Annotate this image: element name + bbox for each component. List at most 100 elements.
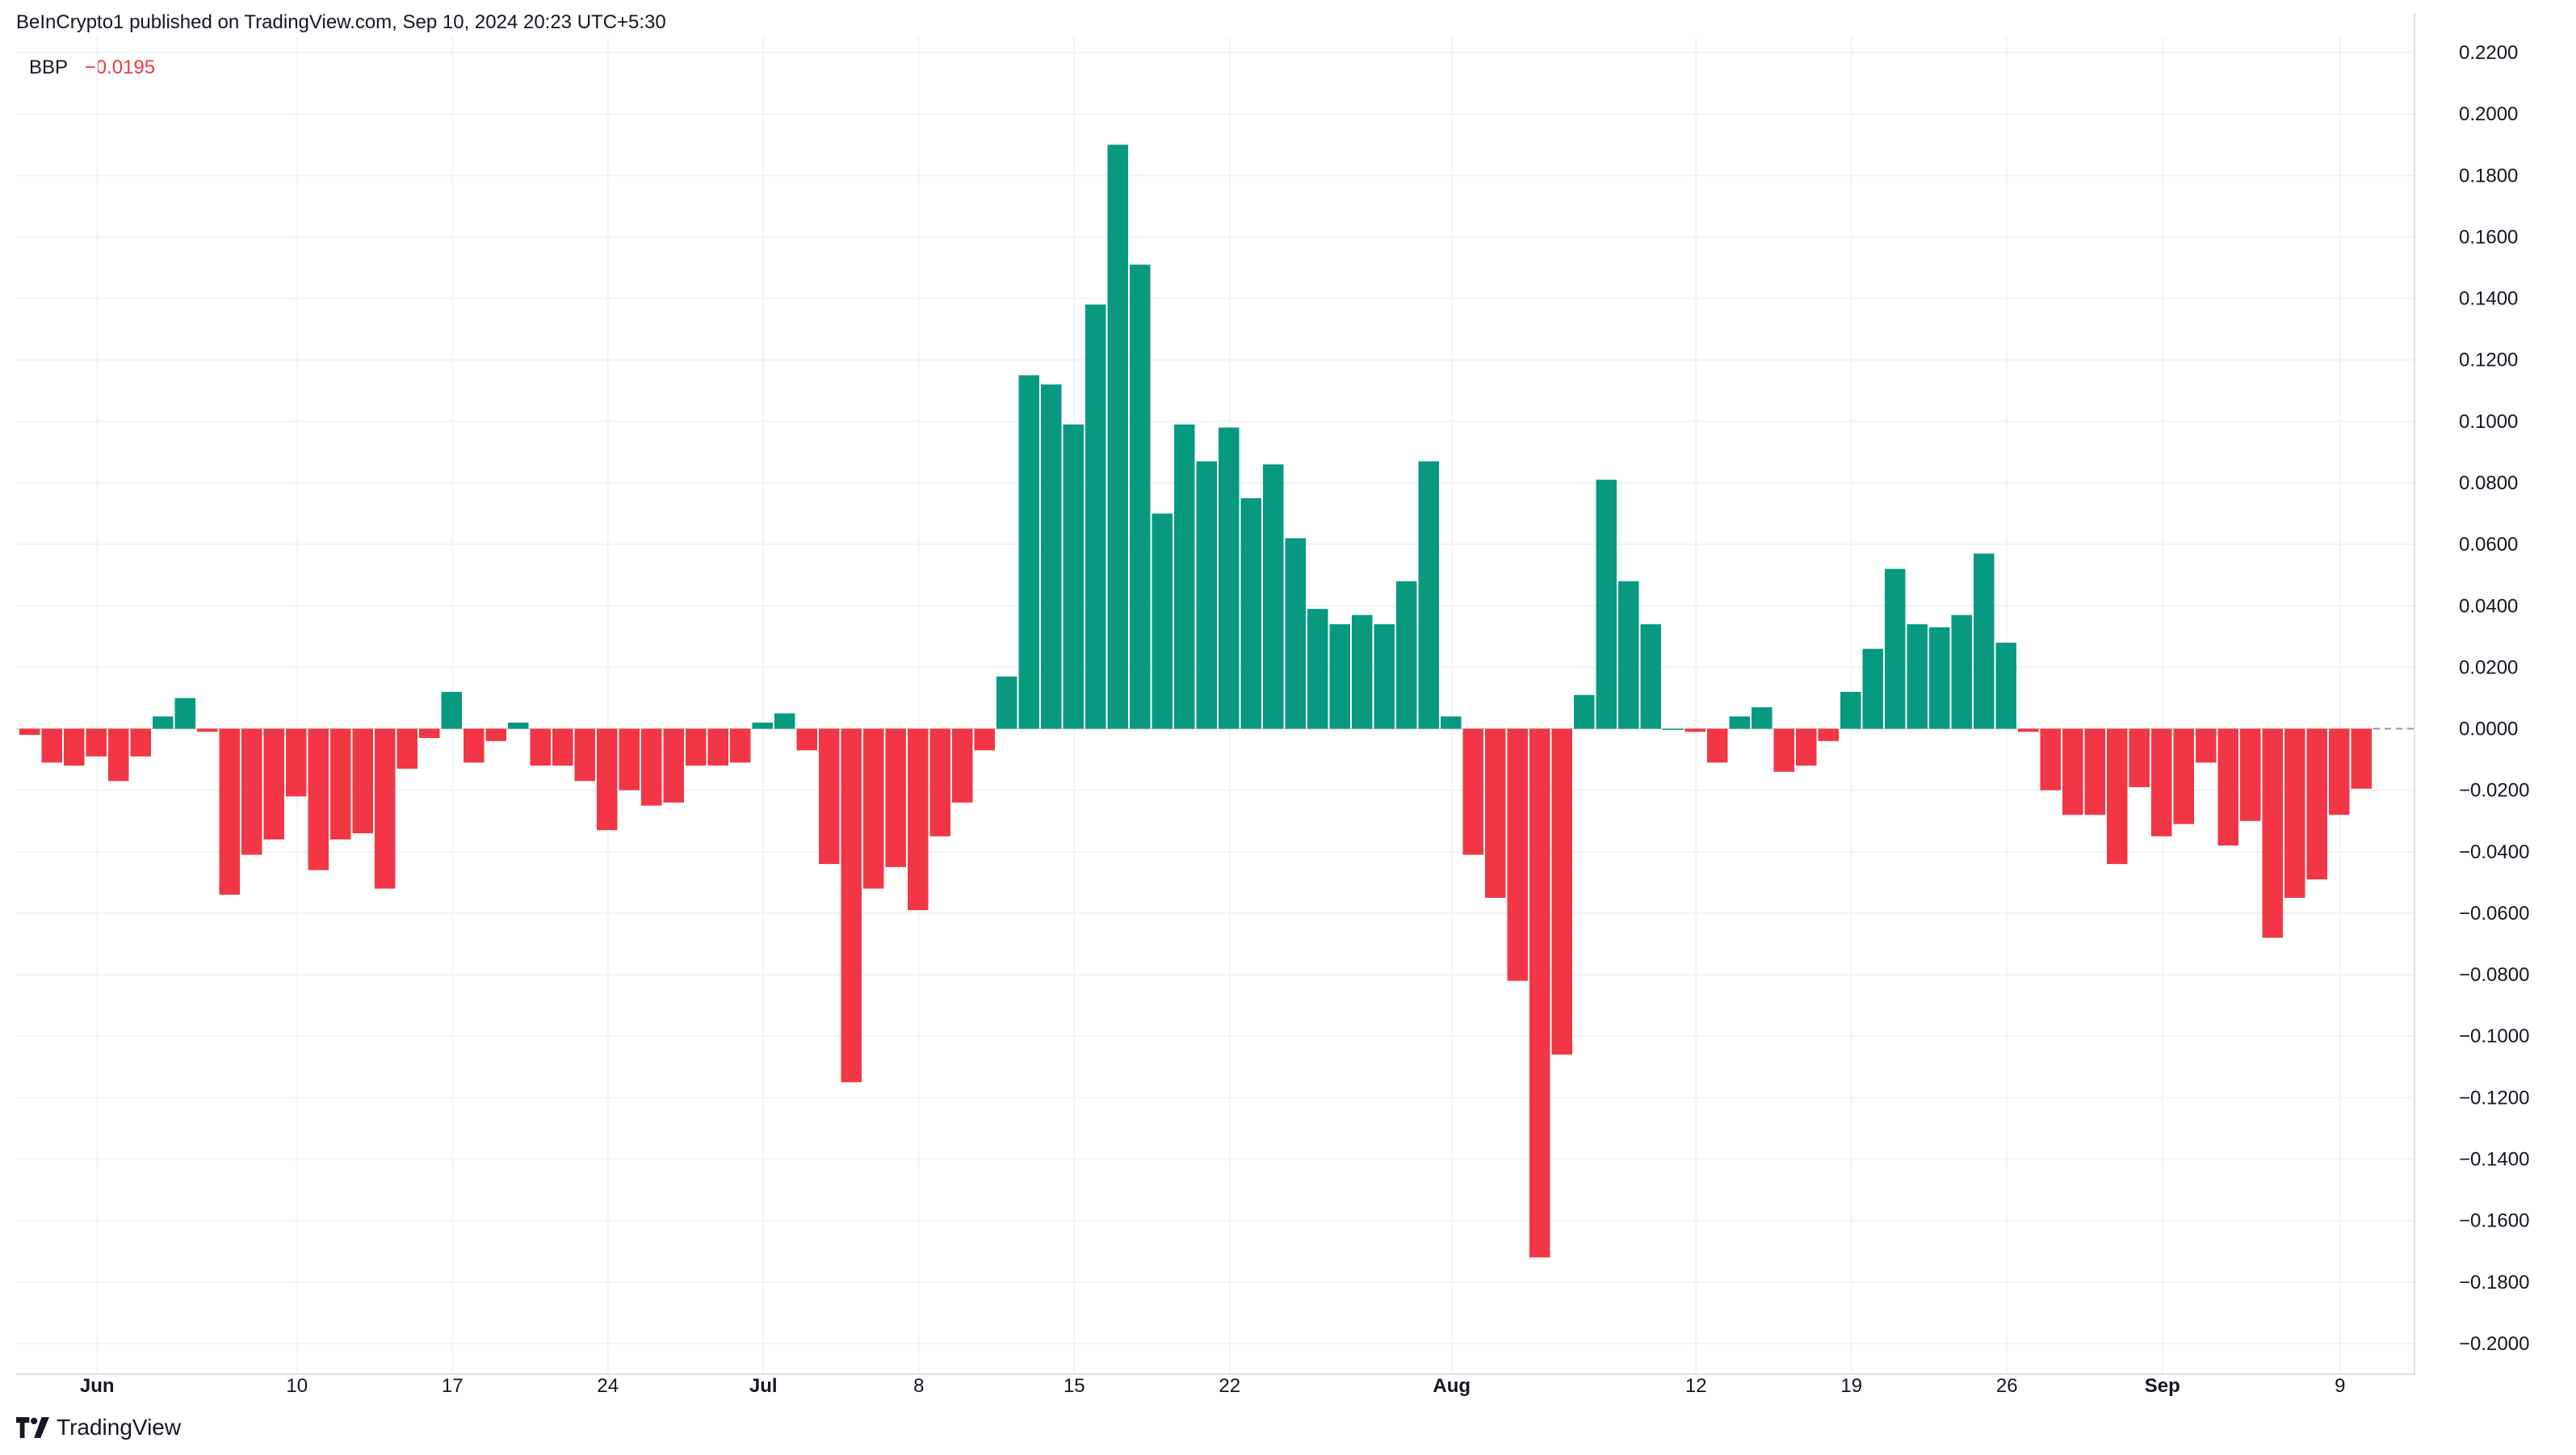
histogram-bar [774, 713, 795, 729]
histogram-bar [885, 728, 906, 867]
y-tick-label: −0.1200 [2459, 1087, 2529, 1109]
histogram-bar [1307, 609, 1328, 729]
histogram-bar [974, 728, 995, 751]
indicator-name[interactable]: BBP [29, 57, 69, 78]
y-tick-label: −0.1000 [2459, 1025, 2529, 1047]
y-tick-label: 0.0600 [2459, 534, 2518, 556]
histogram-bar [263, 728, 284, 840]
histogram-bar [352, 728, 373, 833]
histogram-bar [1862, 648, 1883, 729]
histogram-bar [241, 728, 262, 855]
histogram-bar [574, 728, 595, 782]
y-tick-label: −0.0400 [2459, 841, 2529, 863]
y-tick-label: 0.1800 [2459, 165, 2518, 187]
histogram-bar [619, 728, 640, 790]
histogram-bar [130, 728, 151, 757]
y-tick-label: −0.1400 [2459, 1149, 2529, 1171]
histogram-bar [1818, 728, 1839, 741]
histogram-bar [64, 728, 85, 766]
histogram-bar [1462, 728, 1483, 855]
histogram-bar [1885, 568, 1906, 729]
histogram-bar [286, 728, 307, 797]
y-tick-label: 0.2000 [2459, 103, 2518, 125]
histogram-bar [1618, 581, 1639, 729]
histogram-bar [441, 691, 462, 729]
histogram-bar [929, 728, 950, 837]
tradingview-logo-icon [16, 1417, 49, 1438]
histogram-bar [2240, 728, 2261, 821]
histogram-bar [396, 728, 417, 769]
histogram-bar [2351, 728, 2372, 789]
tradingview-footer[interactable]: TradingView [16, 1415, 181, 1440]
histogram-bar [1707, 728, 1728, 763]
histogram-bar [2107, 728, 2128, 865]
histogram-bar [908, 728, 929, 911]
histogram-bar [1596, 480, 1617, 729]
histogram-bar [1929, 627, 1950, 729]
x-tick-label: 17 [442, 1375, 464, 1397]
histogram-bar [2306, 728, 2327, 880]
histogram-bar [1152, 514, 1173, 729]
histogram-bar [1684, 728, 1705, 732]
histogram-bar [1441, 716, 1462, 729]
histogram-bar [819, 728, 840, 865]
histogram-bar [219, 728, 240, 895]
publish-info: BeInCrypto1 published on TradingView.com… [16, 11, 666, 33]
y-tick-label: 0.1400 [2459, 288, 2518, 310]
histogram-bar [663, 728, 684, 803]
histogram-bar [1752, 707, 1773, 729]
x-tick-label: Aug [1433, 1375, 1471, 1397]
histogram-bar [1041, 384, 1062, 729]
histogram-bar [1018, 375, 1039, 729]
histogram-bar [1285, 538, 1306, 729]
x-tick-label: 8 [913, 1375, 924, 1397]
histogram-bar [952, 728, 973, 803]
histogram-bar [1085, 304, 1106, 729]
histogram-bar [996, 676, 1017, 729]
histogram-bar [597, 728, 618, 831]
y-axis[interactable]: 0.2200 0.2000 0.1800 0.1600 0.1400 0.1200 0.10… [2414, 13, 2529, 1374]
y-tick-label: 0.0400 [2459, 595, 2518, 617]
histogram-bar [752, 722, 773, 729]
histogram-bar [1796, 728, 1817, 766]
y-tick-label: 0.1600 [2459, 226, 2518, 248]
x-tick-label: 24 [597, 1375, 619, 1397]
histogram-bar [41, 728, 62, 763]
y-tick-label: −0.2000 [2459, 1333, 2529, 1355]
y-tick-label: −0.1800 [2459, 1272, 2529, 1294]
histogram-bar [174, 698, 195, 729]
histogram-bar [1507, 728, 1528, 981]
histogram-bar [1063, 424, 1084, 729]
x-tick-label: Jun [80, 1375, 115, 1397]
y-tick-label: −0.0200 [2459, 780, 2529, 802]
x-tick-label: 26 [1996, 1375, 2018, 1397]
histogram-bar [2173, 728, 2194, 824]
histogram-bar [1907, 624, 1928, 729]
y-tick-label: −0.1600 [2459, 1210, 2529, 1232]
histogram-bar [197, 728, 218, 732]
histogram-bar [1485, 728, 1506, 898]
histogram-bar [86, 728, 107, 757]
histogram-bar [1773, 728, 1794, 772]
x-tick-label: Sep [2145, 1375, 2180, 1397]
histogram-bar [707, 728, 728, 766]
histogram-bar [730, 728, 751, 763]
y-tick-label: 0.0200 [2459, 656, 2518, 678]
x-axis[interactable]: Jun 10 17 24 Jul 8 15 22 Aug 12 19 26 Sep 9 [16, 1373, 2414, 1397]
histogram-bar [1174, 424, 1195, 729]
histogram-bar [2018, 728, 2039, 732]
histogram-bar [153, 716, 174, 729]
histogram-bar [2084, 728, 2105, 816]
histogram-bar [1951, 614, 1972, 729]
histogram-bar [686, 728, 707, 766]
histogram-bar [2217, 728, 2238, 846]
histogram-bar [1396, 581, 1417, 729]
histogram-bar [1995, 642, 2016, 729]
histogram-bar [1551, 728, 1572, 1055]
histogram-bar [1374, 624, 1395, 729]
histogram-bar [464, 728, 485, 763]
histogram-bar [2196, 728, 2217, 763]
histogram-bar [1974, 553, 1995, 729]
y-tick-label: 0.1200 [2459, 350, 2518, 371]
